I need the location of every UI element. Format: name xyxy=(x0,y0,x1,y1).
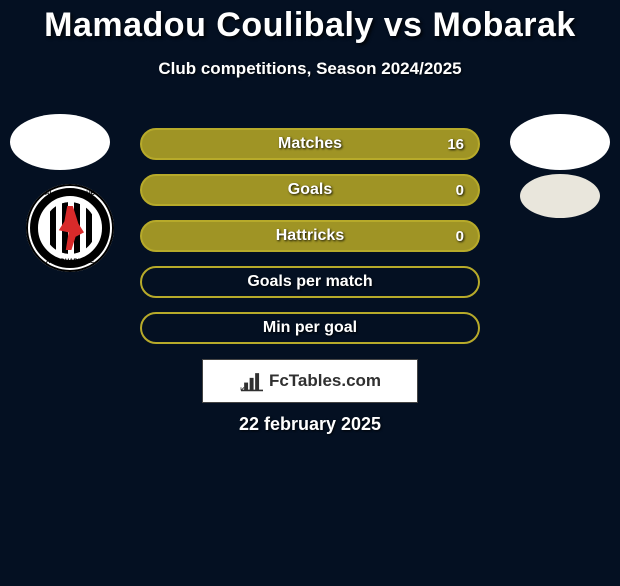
stat-label: Min per goal xyxy=(263,319,357,337)
club-badge: AL-JAZIRA CLUB ABU DHABI-UAE xyxy=(26,184,114,272)
stat-label: Goals xyxy=(288,181,332,199)
stat-row: Hattricks 0 xyxy=(140,220,480,252)
stat-right-value: 0 xyxy=(456,182,464,199)
player-logo-right-placeholder-2 xyxy=(520,174,600,218)
subtitle: Club competitions, Season 2024/2025 xyxy=(0,59,620,79)
player-logo-left-placeholder xyxy=(10,114,110,170)
page-title: Mamadou Coulibaly vs Mobarak xyxy=(0,6,620,45)
club-badge-bottom-text: ABU DHABI-UAE xyxy=(46,259,94,265)
stat-label: Matches xyxy=(278,135,342,153)
bar-chart-icon xyxy=(239,370,265,392)
club-badge-top-text: AL-JAZIRA CLUB xyxy=(45,191,95,197)
stat-right-value: 16 xyxy=(447,136,464,153)
stat-right-value: 0 xyxy=(456,228,464,245)
brand-watermark: FcTables.com xyxy=(202,359,418,403)
stat-row: Matches 16 xyxy=(140,128,480,160)
stats-container: Matches 16 Goals 0 Hattricks 0 Goals per match… xyxy=(140,128,480,358)
stat-row: Goals per match xyxy=(140,266,480,298)
date-text: 22 february 2025 xyxy=(0,414,620,435)
stat-row: Goals 0 xyxy=(140,174,480,206)
brand-text: FcTables.com xyxy=(269,371,381,391)
stat-label: Hattricks xyxy=(276,227,344,245)
player-logo-right-placeholder-1 xyxy=(510,114,610,170)
stat-row: Min per goal xyxy=(140,312,480,344)
stat-label: Goals per match xyxy=(247,273,372,291)
